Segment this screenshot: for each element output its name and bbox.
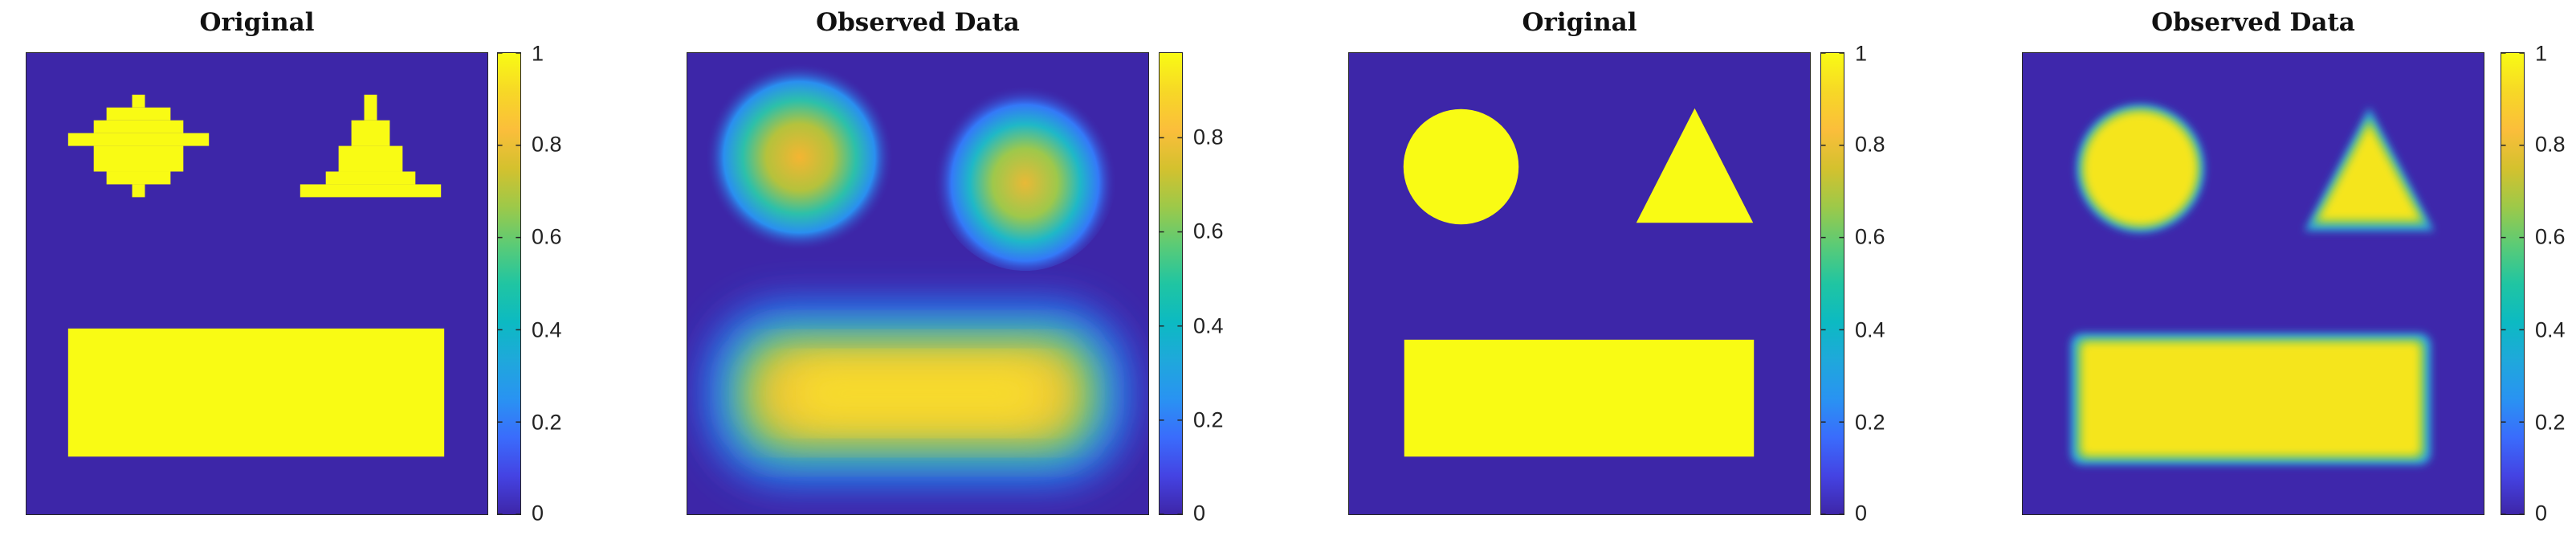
colorbar [2501, 52, 2525, 515]
blurred-triangle [932, 75, 1118, 272]
colorbar-tick-label: 0.6 [1855, 224, 1885, 249]
colorbar-tick-label: 0 [1855, 501, 1868, 526]
colorbar-tick-label: 0.8 [1855, 132, 1885, 157]
blurred-rectangle [2070, 333, 2431, 465]
triangle-shape [1636, 108, 1754, 223]
rectangle-shape [1404, 339, 1755, 457]
colorbar-tick-label: 0.2 [2535, 410, 2566, 435]
colorbar-tick-label: 0.8 [532, 132, 562, 157]
panel-title: Observed Data [2151, 8, 2355, 37]
colorbar-tick-label: 0.2 [1855, 410, 1885, 435]
colorbar-tick-label: 0.2 [532, 410, 562, 435]
colorbar-tick-label: 0 [2535, 501, 2548, 526]
panel-original-coarse: Original [0, 0, 642, 544]
colorbar-tick-label: 0.4 [2535, 317, 2566, 342]
colorbar-tick-label: 0.8 [1193, 125, 1224, 149]
heatmap-image [2022, 52, 2484, 515]
colorbar-tick-label: 1 [1855, 41, 1868, 66]
colorbar-tick-label: 1 [532, 41, 544, 66]
colorbar-tick-label: 0.4 [532, 317, 562, 342]
disk-shape [67, 94, 210, 198]
blurred-disk [704, 62, 895, 252]
colorbar-tick-label: 0 [532, 501, 544, 526]
heatmap-image [26, 52, 488, 515]
blurred-disk [2076, 104, 2205, 233]
heatmap-image [687, 52, 1149, 515]
panel-original-fine: Original 0 0.2 0.4 0.6 0.8 1 [1348, 8, 1885, 526]
disk-shape [1403, 108, 1519, 225]
colorbar [1159, 52, 1183, 515]
colorbar-tick-label: 0.6 [1193, 219, 1224, 243]
colorbar [1820, 52, 1844, 515]
triangle-shape [300, 94, 442, 198]
colorbar-tick-label: 0.4 [1193, 313, 1224, 338]
colorbar-tick-label: 0 [1193, 501, 1206, 526]
panel-title: Original [199, 8, 315, 37]
colorbar-tick-label: 0.6 [2535, 224, 2566, 249]
blurred-triangle [2304, 107, 2435, 231]
colorbar-tick-label: 0.8 [2535, 132, 2566, 157]
panel-title: Original [1522, 8, 1637, 37]
panel-observed-coarse: Observed Data [0, 0, 1285, 544]
blurred-rectangle [704, 302, 1131, 484]
heatmap-image [1348, 52, 1811, 515]
colorbar-tick-label: 0.2 [1193, 407, 1224, 432]
colorbar [497, 52, 521, 515]
colorbar-tick-label: 0.4 [1855, 317, 1885, 342]
rectangle-shape [67, 328, 445, 457]
panel-title: Observed Data [816, 8, 1020, 37]
colorbar-tick-label: 1 [2535, 41, 2548, 66]
colorbar-tick-label: 0.6 [532, 224, 562, 249]
